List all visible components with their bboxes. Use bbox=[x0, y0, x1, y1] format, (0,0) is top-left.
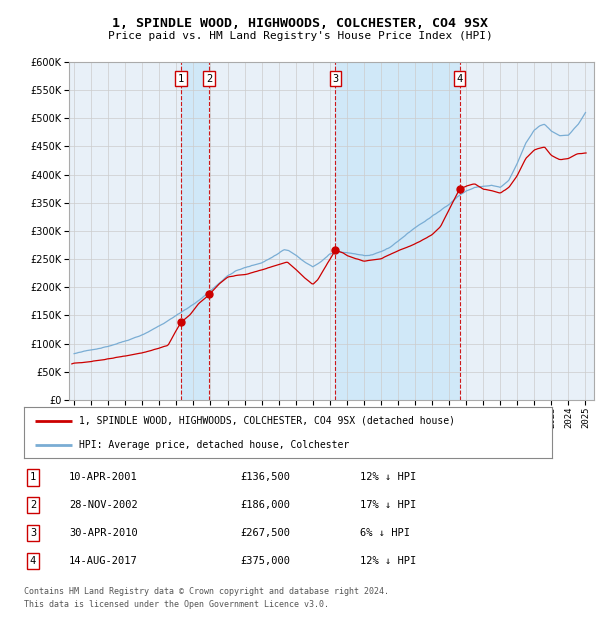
Text: This data is licensed under the Open Government Licence v3.0.: This data is licensed under the Open Gov… bbox=[24, 600, 329, 609]
Text: 1, SPINDLE WOOD, HIGHWOODS, COLCHESTER, CO4 9SX (detached house): 1, SPINDLE WOOD, HIGHWOODS, COLCHESTER, … bbox=[79, 416, 455, 426]
Text: 3: 3 bbox=[332, 74, 338, 84]
Text: £267,500: £267,500 bbox=[240, 528, 290, 538]
Text: 4: 4 bbox=[457, 74, 463, 84]
Text: £136,500: £136,500 bbox=[240, 472, 290, 482]
Text: 2: 2 bbox=[206, 74, 212, 84]
Bar bbox=[181, 62, 209, 400]
Text: 1: 1 bbox=[178, 74, 184, 84]
Text: HPI: Average price, detached house, Colchester: HPI: Average price, detached house, Colc… bbox=[79, 440, 350, 450]
Text: 17% ↓ HPI: 17% ↓ HPI bbox=[360, 500, 416, 510]
Text: 6% ↓ HPI: 6% ↓ HPI bbox=[360, 528, 410, 538]
Text: 14-AUG-2017: 14-AUG-2017 bbox=[69, 556, 138, 566]
Text: 4: 4 bbox=[30, 556, 36, 566]
Text: 10-APR-2001: 10-APR-2001 bbox=[69, 472, 138, 482]
Text: 2: 2 bbox=[30, 500, 36, 510]
Text: 1: 1 bbox=[30, 472, 36, 482]
Text: 30-APR-2010: 30-APR-2010 bbox=[69, 528, 138, 538]
Text: £375,000: £375,000 bbox=[240, 556, 290, 566]
Text: Contains HM Land Registry data © Crown copyright and database right 2024.: Contains HM Land Registry data © Crown c… bbox=[24, 587, 389, 596]
Text: 12% ↓ HPI: 12% ↓ HPI bbox=[360, 472, 416, 482]
Bar bbox=[335, 62, 460, 400]
Text: Price paid vs. HM Land Registry's House Price Index (HPI): Price paid vs. HM Land Registry's House … bbox=[107, 31, 493, 41]
Text: £186,000: £186,000 bbox=[240, 500, 290, 510]
Text: 3: 3 bbox=[30, 528, 36, 538]
Text: 12% ↓ HPI: 12% ↓ HPI bbox=[360, 556, 416, 566]
Text: 28-NOV-2002: 28-NOV-2002 bbox=[69, 500, 138, 510]
Text: 1, SPINDLE WOOD, HIGHWOODS, COLCHESTER, CO4 9SX: 1, SPINDLE WOOD, HIGHWOODS, COLCHESTER, … bbox=[112, 17, 488, 30]
